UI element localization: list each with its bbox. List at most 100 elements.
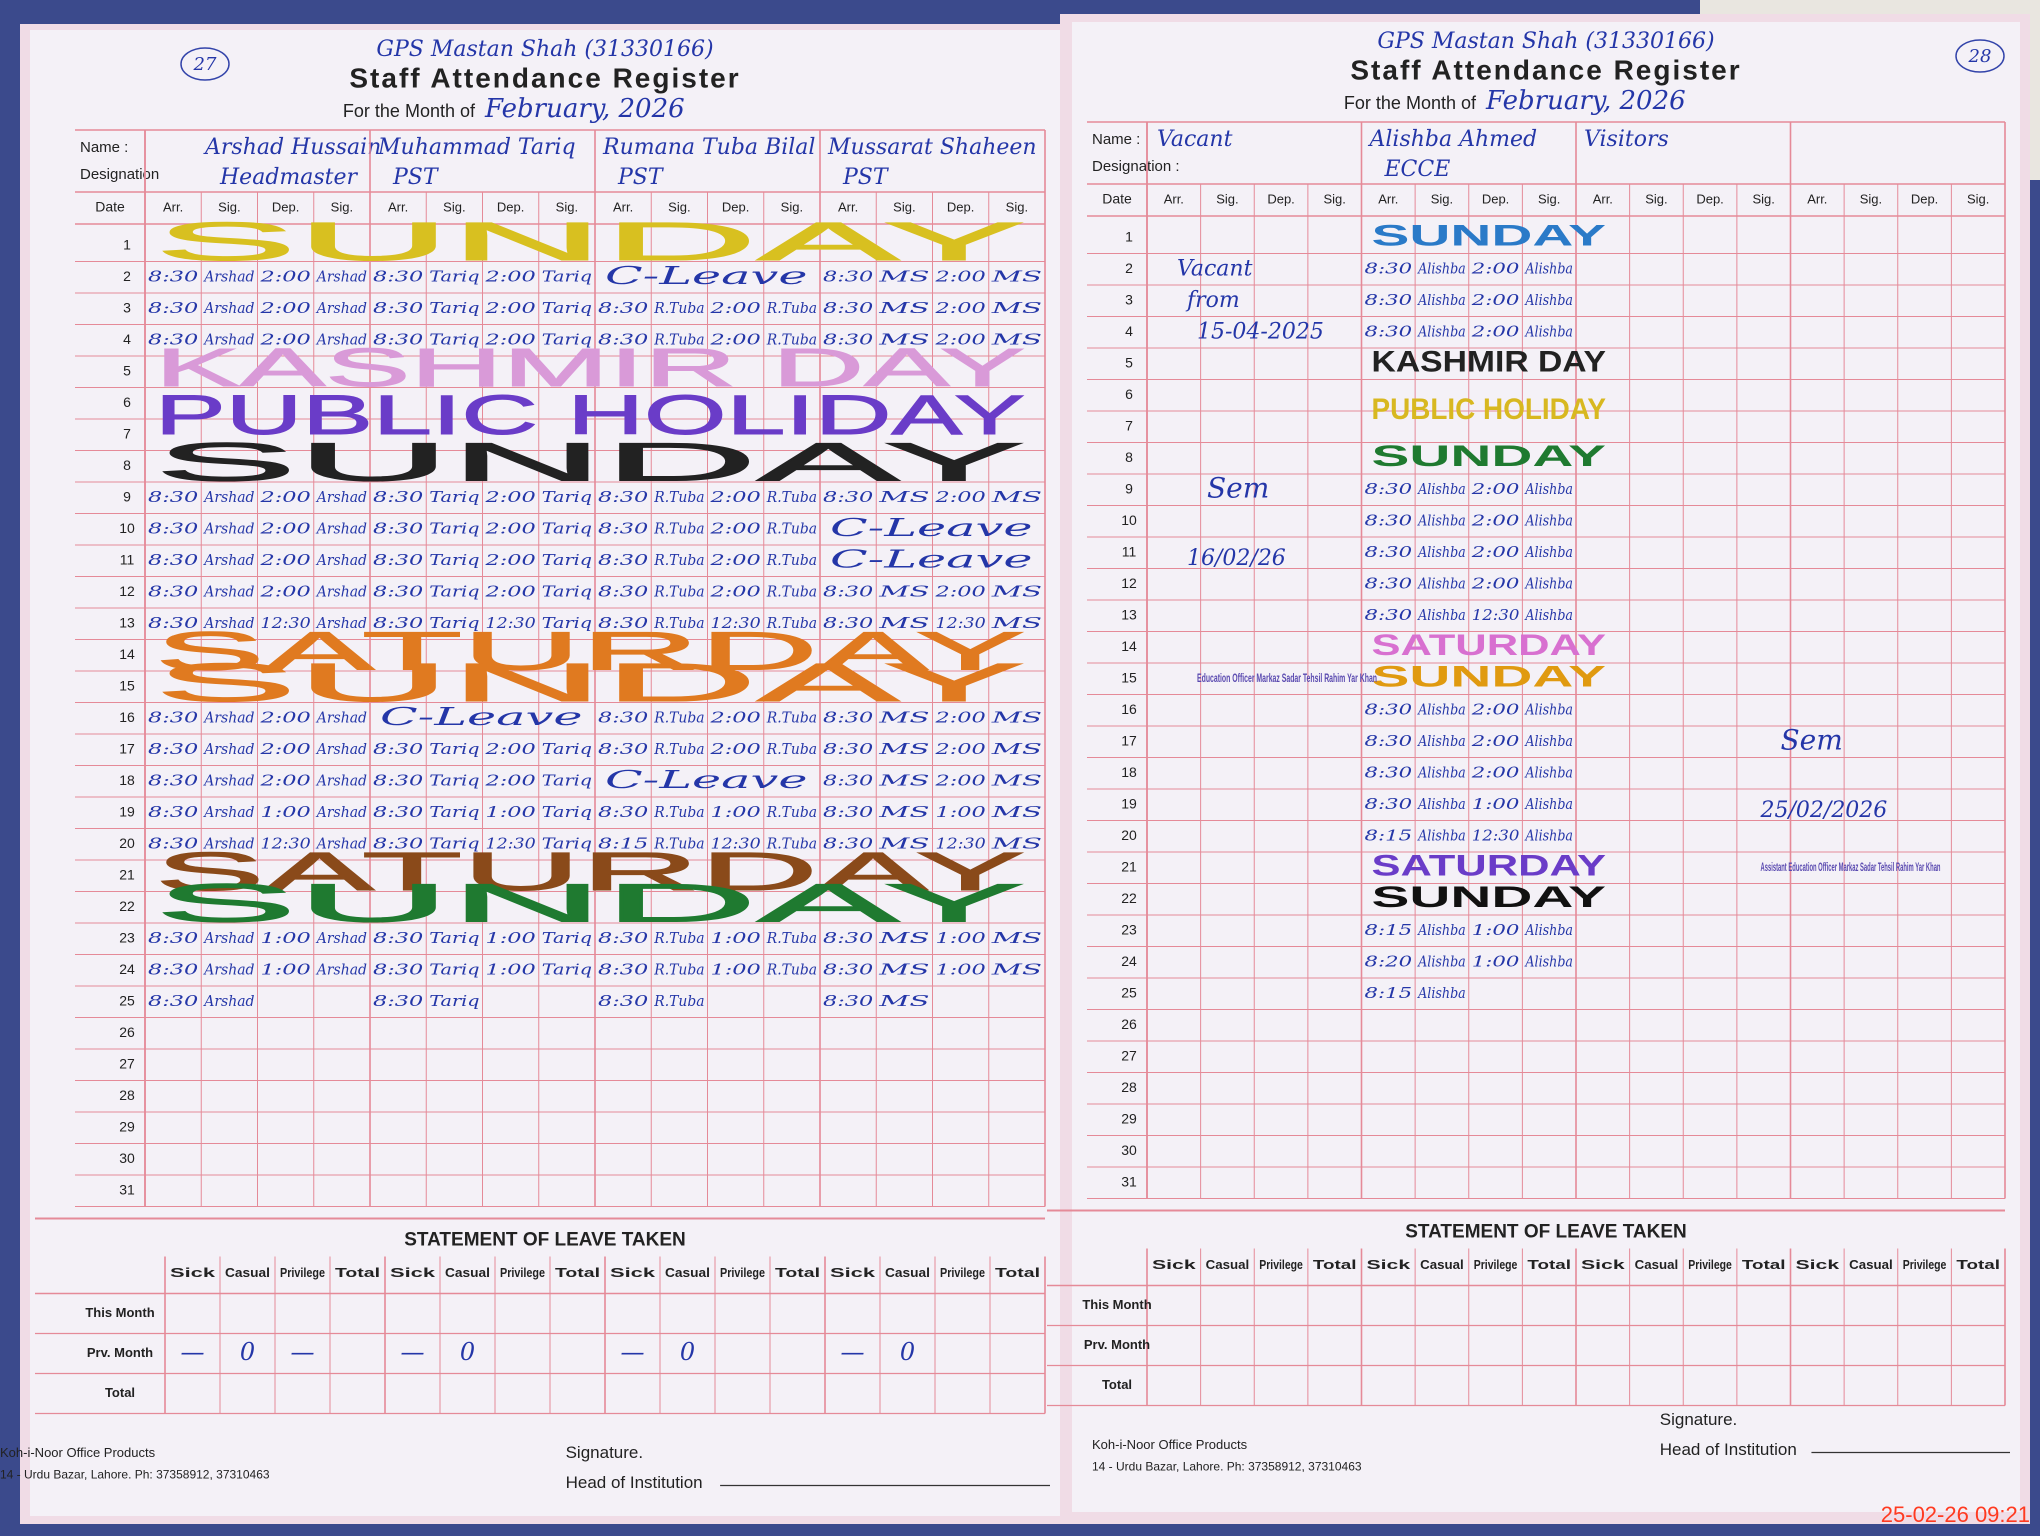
attendance-entry: Arshad	[315, 299, 367, 317]
attendance-entry: Arshad	[202, 803, 254, 821]
attendance-entry: 2:00	[484, 551, 536, 569]
attendance-entry: Arshad	[315, 771, 367, 789]
leave-value: —	[401, 1338, 425, 1366]
attendance-entry: MS	[990, 267, 1042, 285]
attendance-entry: 2:00	[934, 740, 986, 758]
attendance-entry: Tariq	[542, 803, 592, 821]
date-number: 2	[1125, 260, 1133, 276]
attendance-entry: 8:15	[1365, 921, 1413, 939]
attendance-entry: R.Tuba	[766, 803, 817, 821]
leave-column: Casual	[1635, 1257, 1679, 1272]
attendance-entry: R.Tuba	[653, 834, 704, 852]
attendance-entry: 8:30	[148, 803, 199, 821]
attendance-entry: Tariq	[429, 740, 479, 758]
attendance-entry: 8:30	[148, 299, 199, 317]
date-number: 11	[1122, 543, 1137, 559]
leave-value: 0	[240, 1338, 255, 1366]
staff-designation: PST	[392, 165, 440, 190]
column-header: Sig.	[1323, 191, 1345, 206]
date-number: 29	[119, 1118, 135, 1134]
attendance-entry: Arshad	[315, 614, 367, 632]
date-number: 12	[119, 583, 135, 599]
column-header: Dep.	[1911, 191, 1938, 206]
attendance-entry: R.Tuba	[653, 960, 704, 978]
date-number: 3	[1125, 291, 1133, 307]
attendance-entry: 1:00	[711, 929, 762, 947]
attendance-entry: 2:00	[709, 488, 761, 506]
attendance-entry: MS	[990, 708, 1042, 726]
leave-title: STATEMENT OF LEAVE TAKEN	[404, 1230, 685, 1251]
head-label: Head of Institution	[1660, 1440, 1797, 1459]
attendance-entry: 8:30	[823, 488, 874, 506]
attendance-entry: 2:00	[709, 740, 761, 758]
attendance-entry: Alishba	[1524, 291, 1573, 309]
attendance-entry: 12:30	[711, 834, 762, 852]
month: February, 2026	[484, 94, 685, 124]
date-number: 22	[119, 898, 135, 914]
leave-column: Total	[1527, 1257, 1571, 1272]
attendance-entry: 2:00	[484, 519, 536, 537]
attendance-entry: 12:30	[711, 614, 762, 632]
staff-name: Visitors	[1584, 127, 1669, 152]
holiday-note: SUNDAY	[1372, 881, 1607, 914]
attendance-entry: MS	[990, 488, 1042, 506]
attendance-entry: 1:00	[261, 803, 312, 821]
date-number: 26	[1121, 1016, 1137, 1032]
attendance-entry: 2:00	[1470, 322, 1520, 340]
date-number: 19	[119, 803, 135, 819]
attendance-entry: Alishba	[1524, 606, 1573, 624]
attendance-entry: 2:00	[934, 330, 986, 348]
attendance-entry: Arshad	[202, 834, 254, 852]
attendance-entry: 1:00	[936, 803, 987, 821]
attendance-entry: 8:30	[823, 960, 874, 978]
attendance-entry: 2:00	[709, 708, 761, 726]
column-header: Sig.	[1538, 191, 1560, 206]
attendance-entry: R.Tuba	[766, 929, 817, 947]
attendance-entry: MS	[877, 992, 929, 1010]
signature: Sem	[1781, 723, 1843, 756]
attendance-entry: 2:00	[709, 551, 761, 569]
signature-label: Signature.	[1660, 1410, 1738, 1429]
attendance-entry: 8:30	[1365, 259, 1413, 277]
attendance-entry: Tariq	[542, 834, 592, 852]
date-number: 30	[1121, 1142, 1137, 1158]
leave-entry: C-Leave	[830, 514, 1033, 542]
attendance-entry: 2:00	[259, 330, 311, 348]
holiday-note: PUBLIC HOLIDAY	[155, 383, 1025, 446]
attendance-entry: MS	[877, 267, 929, 285]
staff-name: Alishba Ahmed	[1368, 127, 1538, 152]
date-number: 9	[123, 488, 131, 504]
attendance-entry: 8:30	[1365, 763, 1413, 781]
date-number: 15	[119, 677, 135, 693]
attendance-entry: 8:30	[1365, 322, 1413, 340]
attendance-entry: 8:30	[373, 267, 424, 285]
attendance-entry: 2:00	[934, 708, 986, 726]
attendance-entry: Arshad	[315, 551, 367, 569]
attendance-entry: MS	[990, 771, 1042, 789]
attendance-entry: R.Tuba	[766, 551, 817, 569]
attendance-entry: Tariq	[429, 582, 479, 600]
attendance-entry: Arshad	[315, 960, 367, 978]
holiday-note: SUNDAY	[155, 433, 1025, 493]
holiday-note: SUNDAY	[155, 874, 1025, 934]
attendance-entry: 8:30	[1365, 543, 1413, 561]
leave-column: Casual	[885, 1265, 930, 1280]
attendance-entry: 8:30	[598, 330, 649, 348]
name-label: Name :	[1092, 131, 1140, 148]
date-number: 14	[1121, 638, 1137, 654]
attendance-entry: Arshad	[315, 519, 367, 537]
attendance-entry: Arshad	[315, 929, 367, 947]
leave-column: Casual	[1849, 1257, 1893, 1272]
attendance-entry: MS	[877, 960, 929, 978]
attendance-entry: Arshad	[202, 614, 254, 632]
vacant-note: 15-04-2025	[1197, 319, 1324, 344]
official-stamp: Assistant Education Officer Markaz Sadar…	[1761, 860, 1941, 874]
date-number: 6	[1125, 386, 1133, 402]
attendance-entry: 8:30	[1365, 795, 1413, 813]
attendance-entry: 8:15	[598, 834, 648, 852]
leave-column: Total	[1742, 1257, 1786, 1272]
column-header: Sig.	[1006, 199, 1028, 214]
attendance-entry: 8:30	[598, 740, 649, 758]
attendance-entry: Alishba	[1416, 480, 1465, 498]
